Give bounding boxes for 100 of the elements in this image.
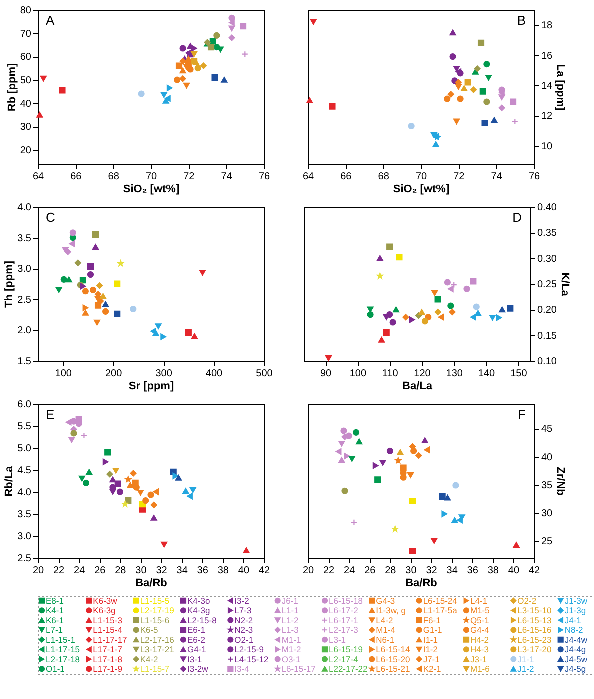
legend-label: L6-15-16: [518, 625, 552, 636]
chart-title: D: [512, 210, 522, 225]
legend-label: L2-15-8: [188, 615, 218, 626]
legend-label: N8-2: [564, 625, 584, 636]
legend-label: Q5-1: [470, 615, 490, 626]
legend-label: L6-17-2: [329, 606, 359, 616]
x-axis-title: Ba/Rb: [406, 578, 438, 590]
legend-label: J3-1: [470, 654, 488, 664]
legend-label: M1-6: [470, 664, 490, 674]
x-tick-label: 36: [467, 566, 479, 576]
legend-label: L3-1: [329, 634, 346, 645]
legend-label: L2-17-3: [329, 625, 359, 636]
x-tick-label: 38: [218, 566, 230, 576]
y-tick-label: 4.5: [18, 466, 32, 476]
chart-title: B: [517, 13, 526, 28]
legend-label: J4-4w: [564, 634, 588, 645]
x-tick-label: 90: [320, 368, 332, 380]
y-axis-title: Th [ppm]: [4, 260, 16, 308]
legend-label: L6-15-14: [376, 644, 410, 655]
x-tick-label: 64: [302, 172, 314, 182]
legend-label: O2-1: [234, 634, 254, 645]
legend-label: O1-1: [46, 664, 66, 674]
legend-label: L6-15-23: [518, 634, 552, 645]
legend-label: N2-2: [234, 615, 254, 626]
y-tick-label: 5.5: [18, 422, 32, 432]
y-tick-label: 2.5: [18, 554, 32, 564]
legend-label: L2-17-16: [140, 634, 175, 645]
y-axis-title: K/La: [558, 272, 571, 298]
x-tick-label: 28: [115, 566, 127, 576]
x-tick-label: 64: [32, 172, 44, 182]
legend-label: H4-3: [470, 644, 490, 655]
y-tick-label: 30: [542, 508, 554, 520]
legend-label: I3-4: [234, 664, 250, 674]
y-tick-label: 1.5: [18, 356, 32, 368]
legend-label: K4-2: [140, 654, 159, 664]
legend-label: M1-4: [376, 625, 396, 636]
x-tick-label: 20: [32, 566, 44, 576]
x-tick-label: 130: [446, 368, 464, 380]
legend-label: K6-3w: [93, 596, 118, 606]
y-tick-label: 0.10: [538, 356, 558, 368]
legend-label: L1-17-17: [93, 634, 128, 645]
legend-label: J1-3g: [564, 606, 586, 616]
x-tick-label: 500: [256, 368, 274, 380]
legend-label: L1-17-5a: [423, 606, 458, 616]
y-tick-label: 0.15: [538, 330, 558, 342]
legend-label: L6-15-24: [423, 596, 458, 606]
legend-label: M1-2: [282, 644, 302, 655]
y-tick-label: 45: [542, 424, 554, 436]
x-tick-label: 100: [350, 368, 367, 380]
x-tick-label: 140: [478, 368, 496, 380]
y-tick-label: 25: [542, 536, 554, 548]
y-tick-label: 20: [20, 146, 32, 156]
x-tick-label: 30: [406, 566, 418, 576]
legend-label: L1-15-3: [93, 615, 123, 626]
legend-label: L3-17-21: [140, 644, 175, 655]
legend-label: J4-5w: [564, 654, 588, 664]
legend-label: E6-2: [188, 634, 206, 645]
legend-label: L4-1: [470, 596, 488, 606]
y-tick-label: 0.30: [538, 254, 558, 265]
x-tick-label: 42: [258, 566, 270, 576]
legend-label: I1-3w, g: [376, 606, 406, 616]
legend-label: L6-15-17: [282, 664, 316, 674]
x-axis-title: SiO₂ [wt%]: [393, 184, 450, 196]
legend-label: L1-15-5: [140, 596, 170, 606]
legend-label: L17-1-7: [93, 644, 123, 655]
legend-label: L1-3: [282, 625, 300, 636]
x-tick-label: 76: [258, 172, 270, 182]
y-axis-title: La [ppm]: [554, 64, 567, 112]
legend-label: L7-1: [46, 625, 64, 636]
legend-label: L1-15-1: [46, 634, 76, 645]
legend-label: L2-17-19: [140, 606, 175, 616]
legend-label: M1-5: [470, 606, 490, 616]
legend-label: G1-1: [423, 625, 443, 636]
y-tick-label: 0.35: [538, 228, 558, 240]
y-tick-label: 16: [542, 50, 554, 62]
chart-title: E: [46, 407, 55, 422]
legend-label: K2-1: [423, 664, 442, 674]
legend-label: L17-1-8: [93, 654, 123, 664]
legend-label: E6-1: [188, 625, 206, 636]
x-tick-label: 70: [416, 172, 428, 182]
x-axis-title: Sr [ppm]: [128, 380, 174, 392]
y-axis-title: Rb [ppm]: [6, 63, 18, 112]
legend-label: G4-4: [470, 625, 490, 636]
legend-label: M1-1: [282, 634, 302, 645]
legend-label: L7-3: [234, 606, 252, 616]
x-tick-label: 68: [378, 172, 390, 182]
x-axis-title: SiO₂ [wt%]: [123, 184, 180, 196]
x-tick-label: 24: [344, 566, 356, 576]
x-tick-label: 300: [156, 368, 173, 380]
legend-label: L4-15-12: [234, 654, 269, 664]
legend-label: L6-17-1: [329, 615, 359, 626]
legend-label: J7-1: [423, 654, 440, 664]
legend-label: L3-17-20: [518, 644, 552, 655]
y-tick-label: 18: [542, 20, 554, 32]
legend-label: L6-15-13: [518, 615, 552, 626]
y-tick-label: 3.5: [18, 233, 32, 244]
legend-label: E8-1: [46, 596, 64, 606]
x-tick-label: 70: [146, 172, 158, 182]
legend-label: G4-3: [376, 596, 396, 606]
legend-label: I1-2: [423, 644, 438, 655]
